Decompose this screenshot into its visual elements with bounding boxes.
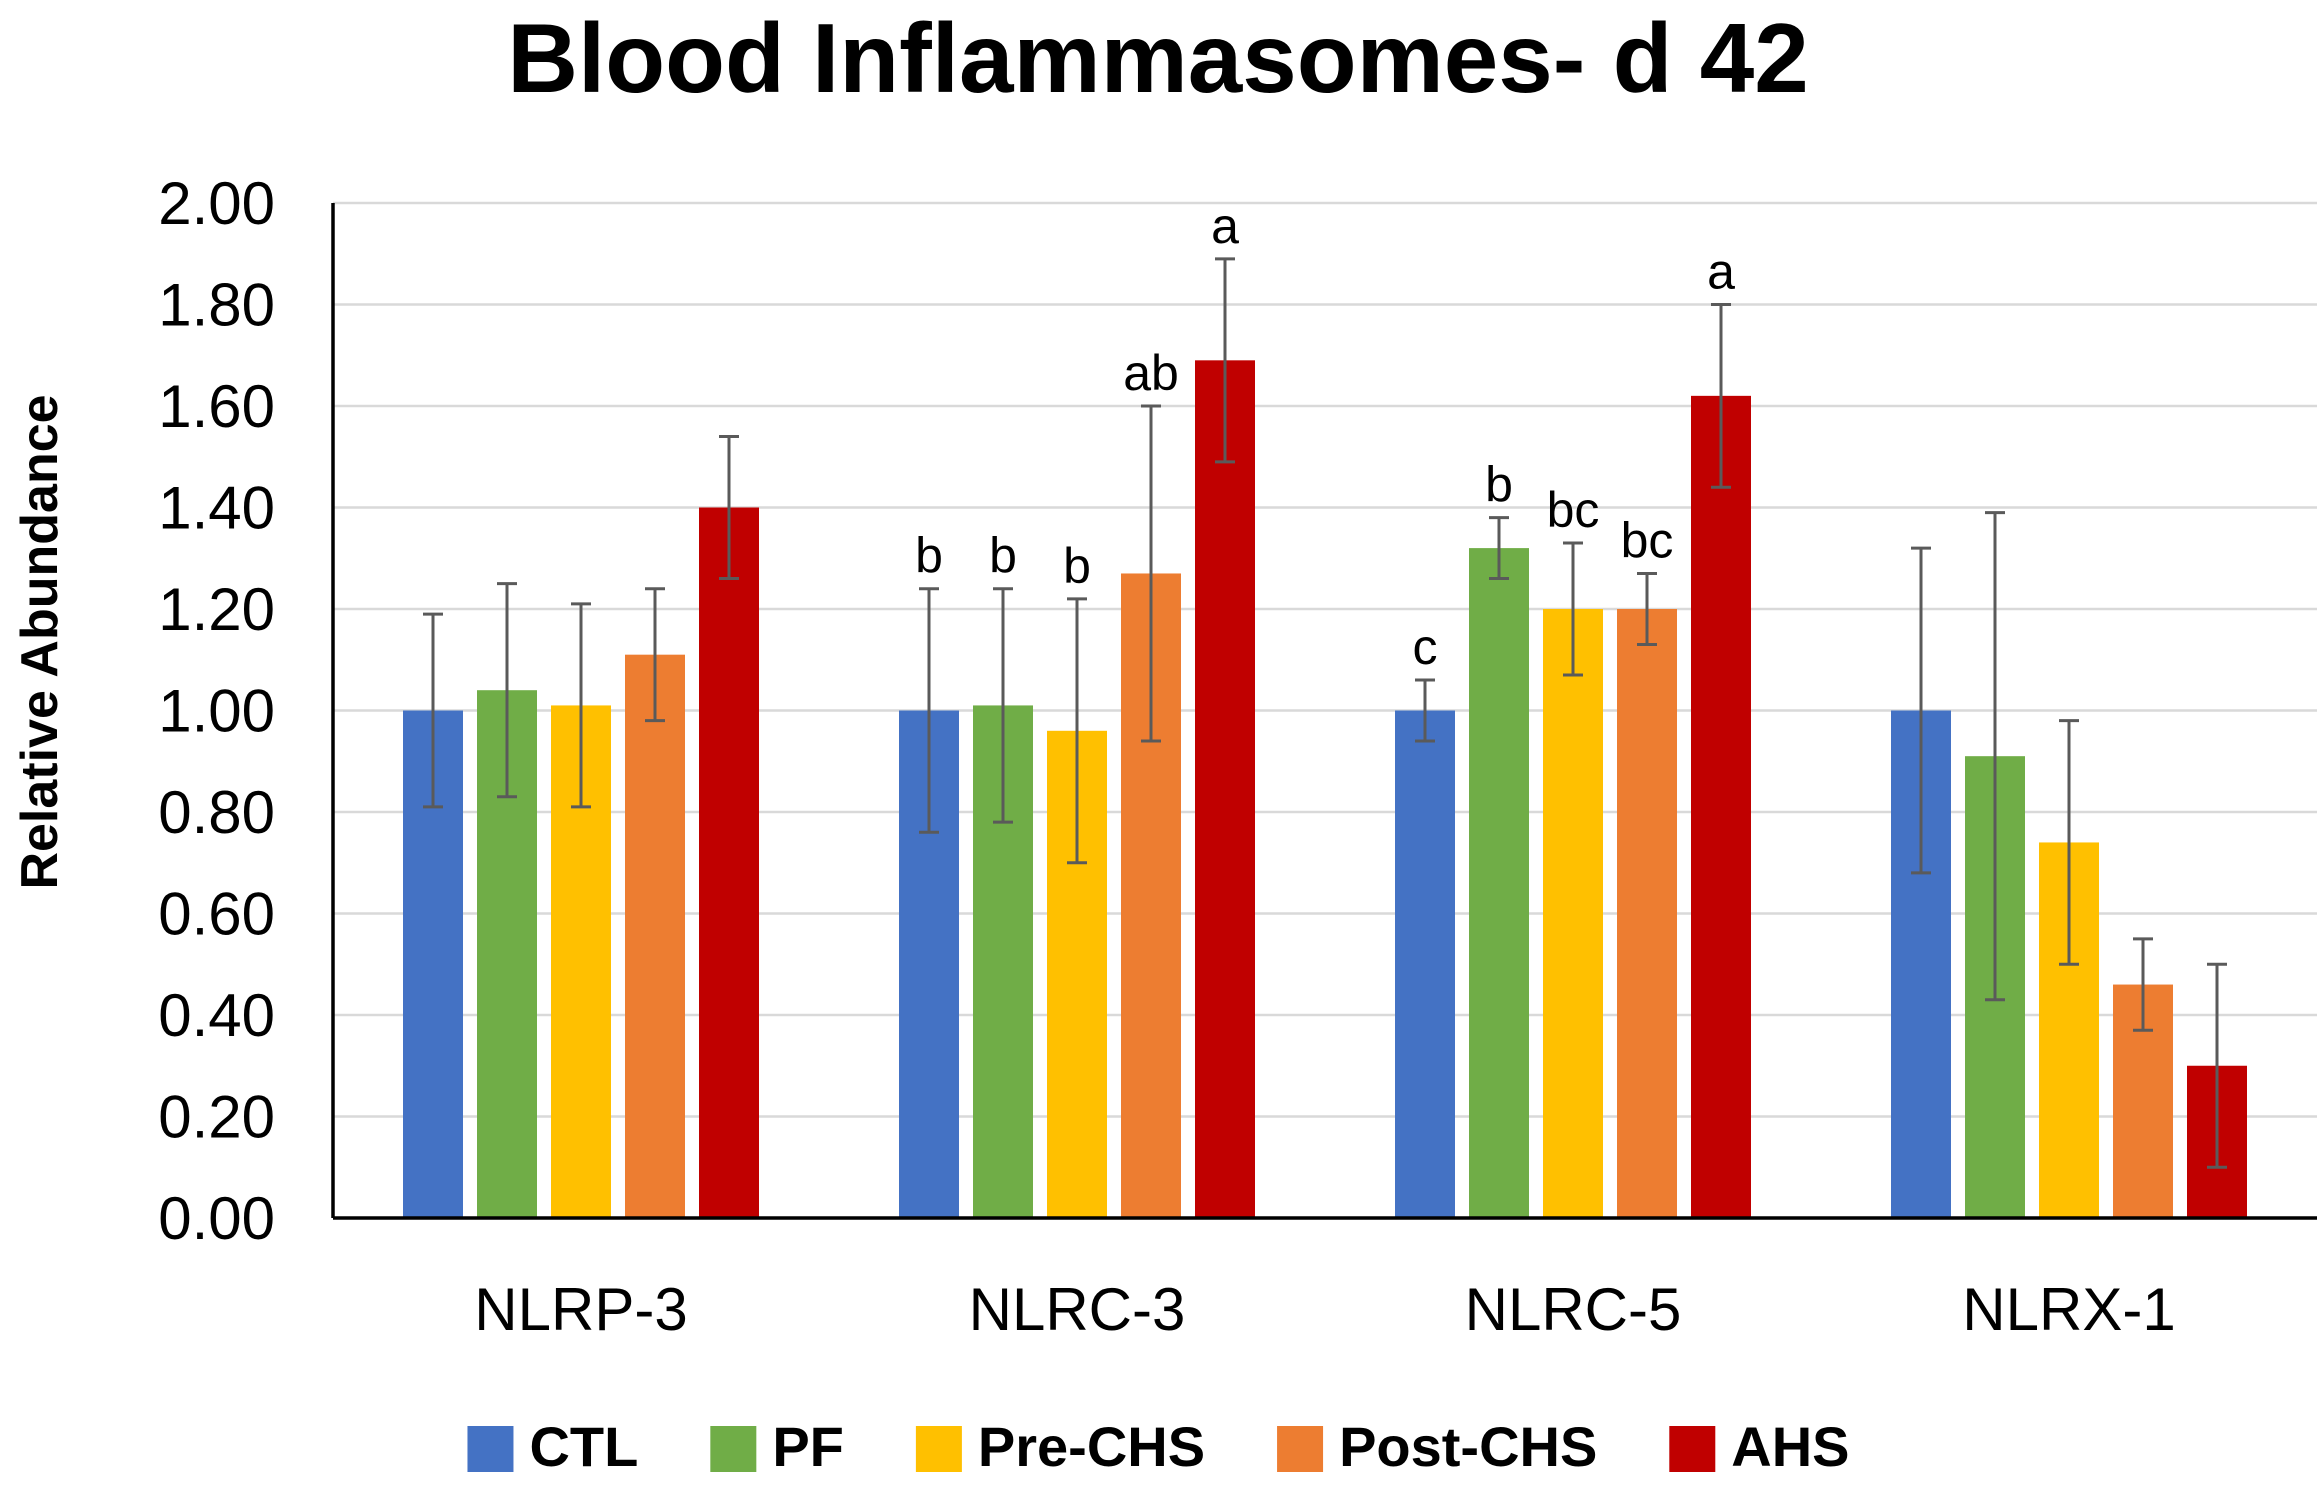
- bar: [1469, 548, 1529, 1218]
- y-tick-label: 1.20: [158, 576, 275, 643]
- legend-item: AHS: [1669, 1415, 1850, 1478]
- y-tick-label: 1.60: [158, 373, 275, 440]
- legend-item: Pre-CHS: [915, 1415, 1205, 1478]
- legend-swatch: [1669, 1426, 1716, 1472]
- x-tick-label: NLRP-3: [474, 1276, 687, 1343]
- significance-label: ab: [1123, 345, 1179, 401]
- y-tick-labels: 0.00 0.20 0.40 0.60 0.80 1.00 1.20 1.40 1.60 1.80…: [158, 170, 275, 1252]
- legend-label: CTL: [529, 1415, 638, 1478]
- legend: CTL PF Pre-CHS Post-CHS AHS: [467, 1415, 1850, 1478]
- significance-label: bc: [1621, 512, 1674, 568]
- bar: [1617, 609, 1677, 1218]
- y-axis-label: Relative Abundance: [11, 394, 69, 889]
- legend-label: Pre-CHS: [978, 1415, 1205, 1478]
- legend-item: CTL: [467, 1415, 638, 1478]
- y-tick-label: 0.00: [158, 1185, 275, 1252]
- legend-label: PF: [772, 1415, 844, 1478]
- bars: [403, 360, 2247, 1219]
- x-tick-label: NLRX-1: [1962, 1276, 2175, 1343]
- legend-item: Post-CHS: [1277, 1415, 1597, 1478]
- bar: [699, 507, 759, 1218]
- y-tick-label: 1.80: [158, 272, 275, 339]
- bar: [1395, 710, 1455, 1218]
- legend-swatch: [915, 1426, 962, 1472]
- legend-swatch: [1277, 1426, 1324, 1472]
- significance-label: bc: [1547, 482, 1600, 538]
- error-bars: [423, 257, 2227, 1169]
- bar: [1543, 609, 1603, 1218]
- x-tick-labels: NLRP-3 NLRC-3 NLRC-5 NLRX-1: [474, 1276, 2175, 1343]
- significance-label: b: [915, 528, 943, 584]
- bar: [1691, 395, 1751, 1219]
- bar: [625, 654, 685, 1218]
- legend-label: AHS: [1731, 1415, 1849, 1478]
- legend-label: Post-CHS: [1339, 1415, 1597, 1478]
- axes: [331, 203, 2317, 1220]
- legend-swatch: [467, 1426, 514, 1472]
- y-tick-label: 0.80: [158, 779, 275, 846]
- y-tick-label: 0.40: [158, 982, 275, 1049]
- y-tick-label: 0.60: [158, 881, 275, 948]
- chart-title: Blood Inflammasomes- d 42: [507, 3, 1809, 113]
- legend-item: PF: [710, 1415, 844, 1478]
- y-tick-label: 1.40: [158, 475, 275, 542]
- x-tick-label: NLRC-3: [969, 1276, 1186, 1343]
- y-tick-label: 2.00: [158, 170, 275, 237]
- significance-label: b: [1063, 538, 1091, 594]
- significance-label: a: [1707, 244, 1735, 300]
- bar: [1195, 360, 1255, 1218]
- y-tick-label: 1.00: [158, 678, 275, 745]
- significance-label: c: [1413, 619, 1438, 675]
- significance-label: a: [1211, 198, 1239, 254]
- significance-label: b: [1485, 457, 1513, 513]
- significance-label: b: [989, 528, 1017, 584]
- y-tick-label: 0.20: [158, 1084, 275, 1151]
- x-tick-label: NLRC-5: [1465, 1276, 1682, 1343]
- legend-swatch: [710, 1426, 757, 1472]
